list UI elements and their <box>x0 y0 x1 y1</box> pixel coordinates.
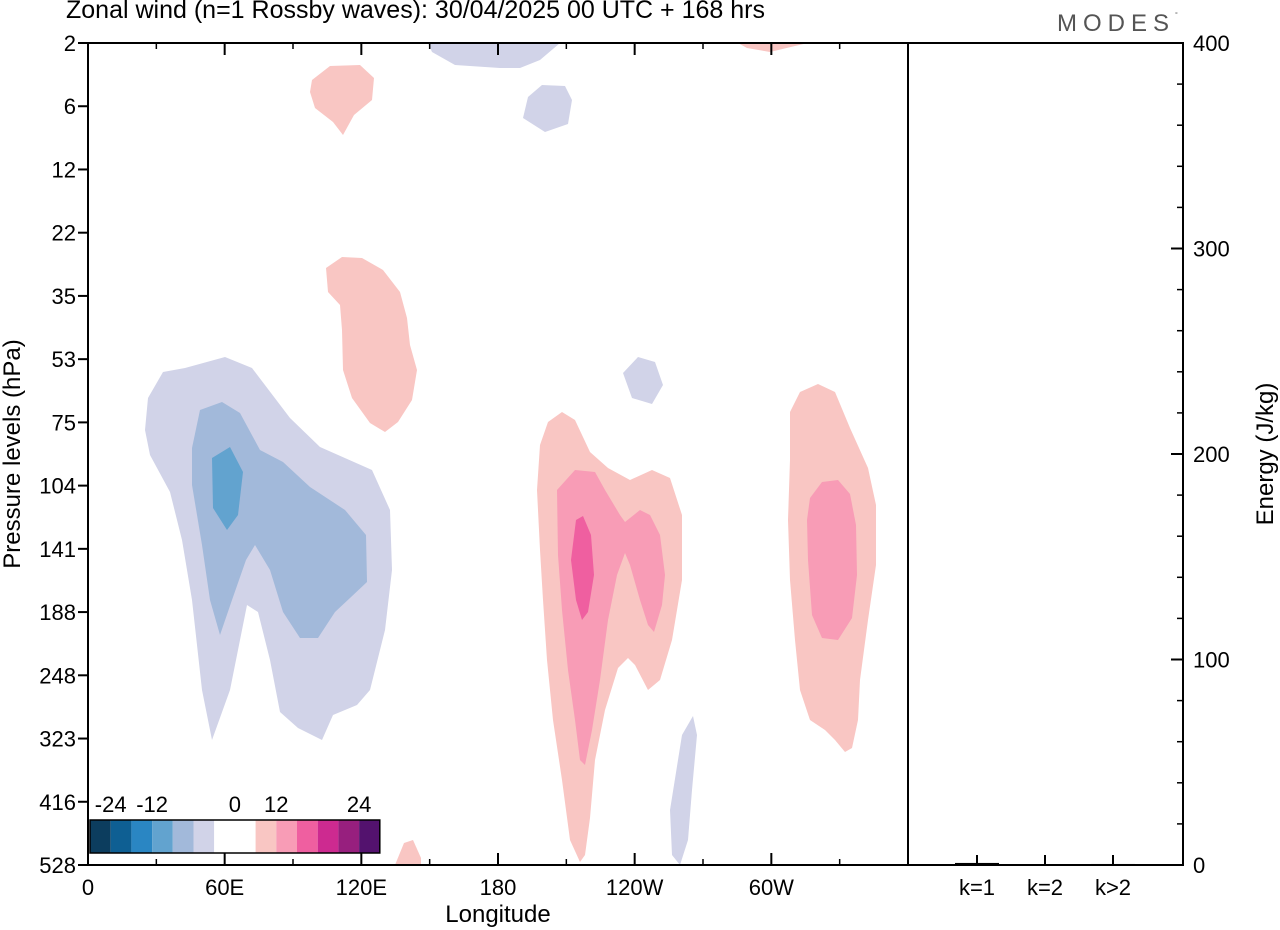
colorbar-swatch <box>297 820 318 853</box>
pos-patch-bottom-120e <box>395 840 421 865</box>
x-tick-label: 60W <box>749 875 794 900</box>
neg-patch-lower <box>670 716 697 865</box>
colorbar-label: 24 <box>347 792 371 817</box>
pos-patch-6hpa <box>310 65 374 135</box>
energy-axis-title: Energy (J/kg) <box>1252 383 1279 526</box>
colorbar-label: -24 <box>95 792 127 817</box>
wind-field-contours: -24 -12 0 12 24 <box>88 43 876 865</box>
colorbar-swatch <box>317 820 339 853</box>
y-tick-label: 323 <box>39 727 76 752</box>
x-tick-label: 0 <box>82 875 94 900</box>
colorbar-swatch <box>214 820 235 853</box>
y-tick-label: 12 <box>52 157 76 182</box>
neg-patch-top <box>428 43 560 68</box>
x-tick-label: 60E <box>205 875 244 900</box>
pos-region-right-inner <box>807 480 857 640</box>
y-tick-label: 248 <box>39 663 76 688</box>
energy-tick-label: 300 <box>1193 237 1230 262</box>
y-tick-label: 22 <box>52 221 76 246</box>
energy-bar-k=2 <box>1023 865 1067 866</box>
colorbar-swatch <box>359 820 380 853</box>
y-axis-title: Pressure levels (hPa) <box>0 339 26 568</box>
y-tick-label: 188 <box>39 600 76 625</box>
energy-tick-label: 0 <box>1193 853 1205 878</box>
y-tick-label: 2 <box>64 31 76 56</box>
y-tick-label: 6 <box>64 94 76 119</box>
colorbar-frame <box>89 819 381 854</box>
brand-logo: MODES° <box>1057 10 1178 37</box>
pos-patch-top <box>738 43 808 52</box>
x-tick-label: 120W <box>606 875 664 900</box>
colorbar-swatch <box>276 820 297 853</box>
y-tick-label: 141 <box>39 537 76 562</box>
y-tick-label: 75 <box>52 410 76 435</box>
colorbar-swatch <box>152 820 173 853</box>
energy-tick-label: 400 <box>1193 31 1230 56</box>
colorbar: -24 -12 0 12 24 <box>88 780 382 858</box>
colorbar-swatch <box>172 820 194 853</box>
energy-tick-label: 200 <box>1193 442 1230 467</box>
colorbar-swatch <box>131 820 153 853</box>
colorbar-label: 12 <box>264 792 288 817</box>
x-axis-title: Longitude <box>445 901 550 928</box>
y-tick-label: 528 <box>39 853 76 878</box>
energy-category-label: k>2 <box>1095 875 1131 900</box>
chart-title: Zonal wind (n=1 Rossby waves): 30/04/202… <box>66 0 765 24</box>
pos-region-outer <box>537 412 682 862</box>
energy-category-label: k=2 <box>1027 875 1063 900</box>
neg-patch-6hpa <box>523 85 572 132</box>
y-tick-label: 35 <box>52 284 76 309</box>
colorbar-label: 0 <box>229 792 241 817</box>
pos-patch-35hpa <box>326 257 417 432</box>
chart-axes <box>78 42 1184 866</box>
colorbar-swatch <box>193 820 215 853</box>
chart-labels: 0 60E 120E 180 120W 60W 2 6 12 22 35 53 75 104 141 188 2… <box>0 31 1279 928</box>
energy-category-label: k=1 <box>959 875 995 900</box>
neg-patch-53hpa <box>623 357 663 404</box>
energy-tick-label: 100 <box>1193 648 1230 673</box>
x-tick-label: 120E <box>336 875 387 900</box>
x-tick-label: 180 <box>480 875 517 900</box>
colorbar-swatch <box>90 820 111 853</box>
colorbar-swatch <box>110 820 132 853</box>
y-tick-label: 104 <box>39 474 76 499</box>
neg-region-inner <box>212 447 243 530</box>
y-tick-label: 416 <box>39 790 76 815</box>
colorbar-swatch <box>234 820 256 853</box>
pos-region-inner <box>571 516 594 620</box>
colorbar-swatch <box>255 820 277 853</box>
colorbar-label: -12 <box>136 792 168 817</box>
colorbar-swatch <box>338 820 360 853</box>
y-tick-label: 53 <box>52 347 76 372</box>
